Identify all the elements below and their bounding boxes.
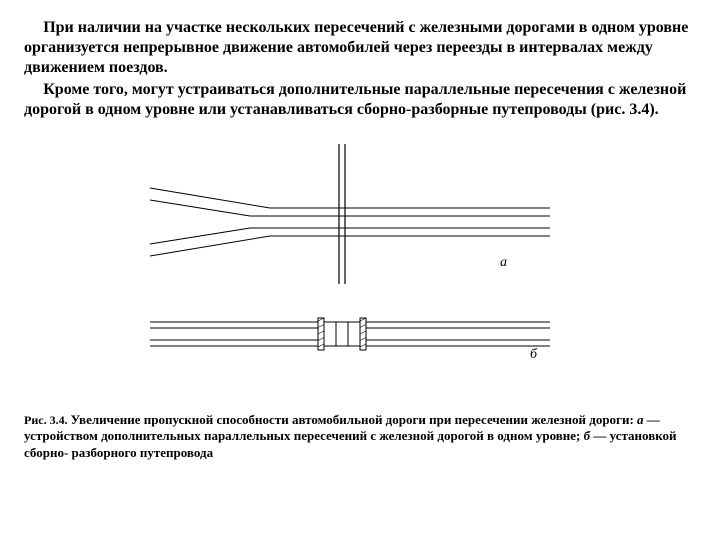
caption-title: Увеличение пропускной способности автомо… xyxy=(71,412,637,427)
diagram-svg: аб xyxy=(110,144,610,384)
paragraph-2: Кроме того, могут устраиваться дополните… xyxy=(24,80,696,120)
paragraph-1: При наличии на участке нескольких пересе… xyxy=(24,18,696,78)
para1-span-rest: организуется непрерывное движение автомо… xyxy=(24,39,653,76)
caption-lead: Рис. 3.4. xyxy=(24,413,71,427)
svg-text:а: а xyxy=(500,255,507,270)
svg-text:б: б xyxy=(530,347,538,362)
para1-span-bold: При наличии на участке нескольких пересе… xyxy=(43,19,688,36)
figure-caption: Рис. 3.4. Увеличение пропускной способно… xyxy=(24,412,696,461)
figure-3-4: аб xyxy=(24,144,696,384)
